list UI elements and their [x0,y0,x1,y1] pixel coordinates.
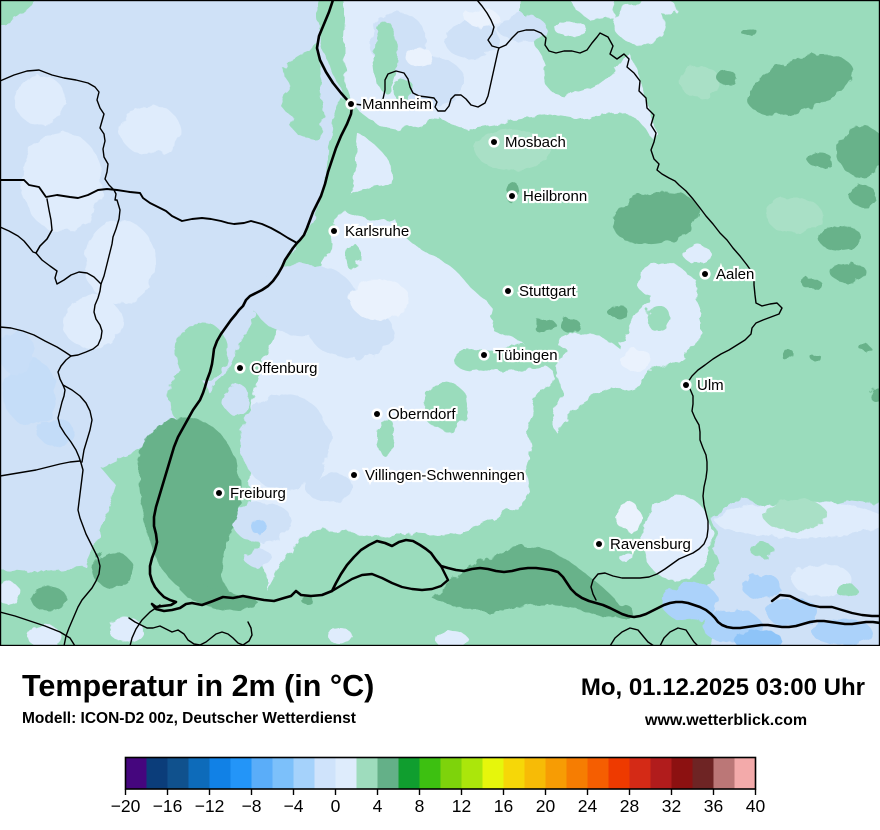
svg-text:32: 32 [662,796,681,816]
svg-text:0: 0 [331,796,341,816]
svg-text:Stuttgart: Stuttgart [519,283,577,300]
svg-text:−20: −20 [111,796,141,816]
svg-text:28: 28 [620,796,639,816]
svg-text:36: 36 [704,796,723,816]
svg-text:Offenburg: Offenburg [251,360,317,377]
svg-text:4: 4 [373,796,383,816]
svg-text:Mosbach: Mosbach [505,134,566,151]
svg-text:12: 12 [452,796,471,816]
svg-text:Freiburg: Freiburg [230,485,286,502]
svg-text:−4: −4 [284,796,304,816]
svg-text:−16: −16 [153,796,183,816]
svg-text:Ravensburg: Ravensburg [610,536,691,553]
svg-text:8: 8 [415,796,425,816]
svg-text:16: 16 [494,796,513,816]
svg-text:Mannheim: Mannheim [362,96,432,113]
svg-text:40: 40 [746,796,766,816]
svg-text:Tübingen: Tübingen [495,347,558,364]
svg-text:Villingen-Schwenningen: Villingen-Schwenningen [365,467,525,484]
svg-text:Oberndorf: Oberndorf [388,406,456,423]
svg-text:−8: −8 [242,796,262,816]
svg-text:Ulm: Ulm [697,377,724,394]
svg-text:24: 24 [578,796,598,816]
svg-text:Aalen: Aalen [716,266,754,283]
svg-text:Karlsruhe: Karlsruhe [345,223,409,240]
svg-text:−12: −12 [195,796,225,816]
svg-text:Heilbronn: Heilbronn [523,188,587,205]
svg-text:20: 20 [536,796,556,816]
